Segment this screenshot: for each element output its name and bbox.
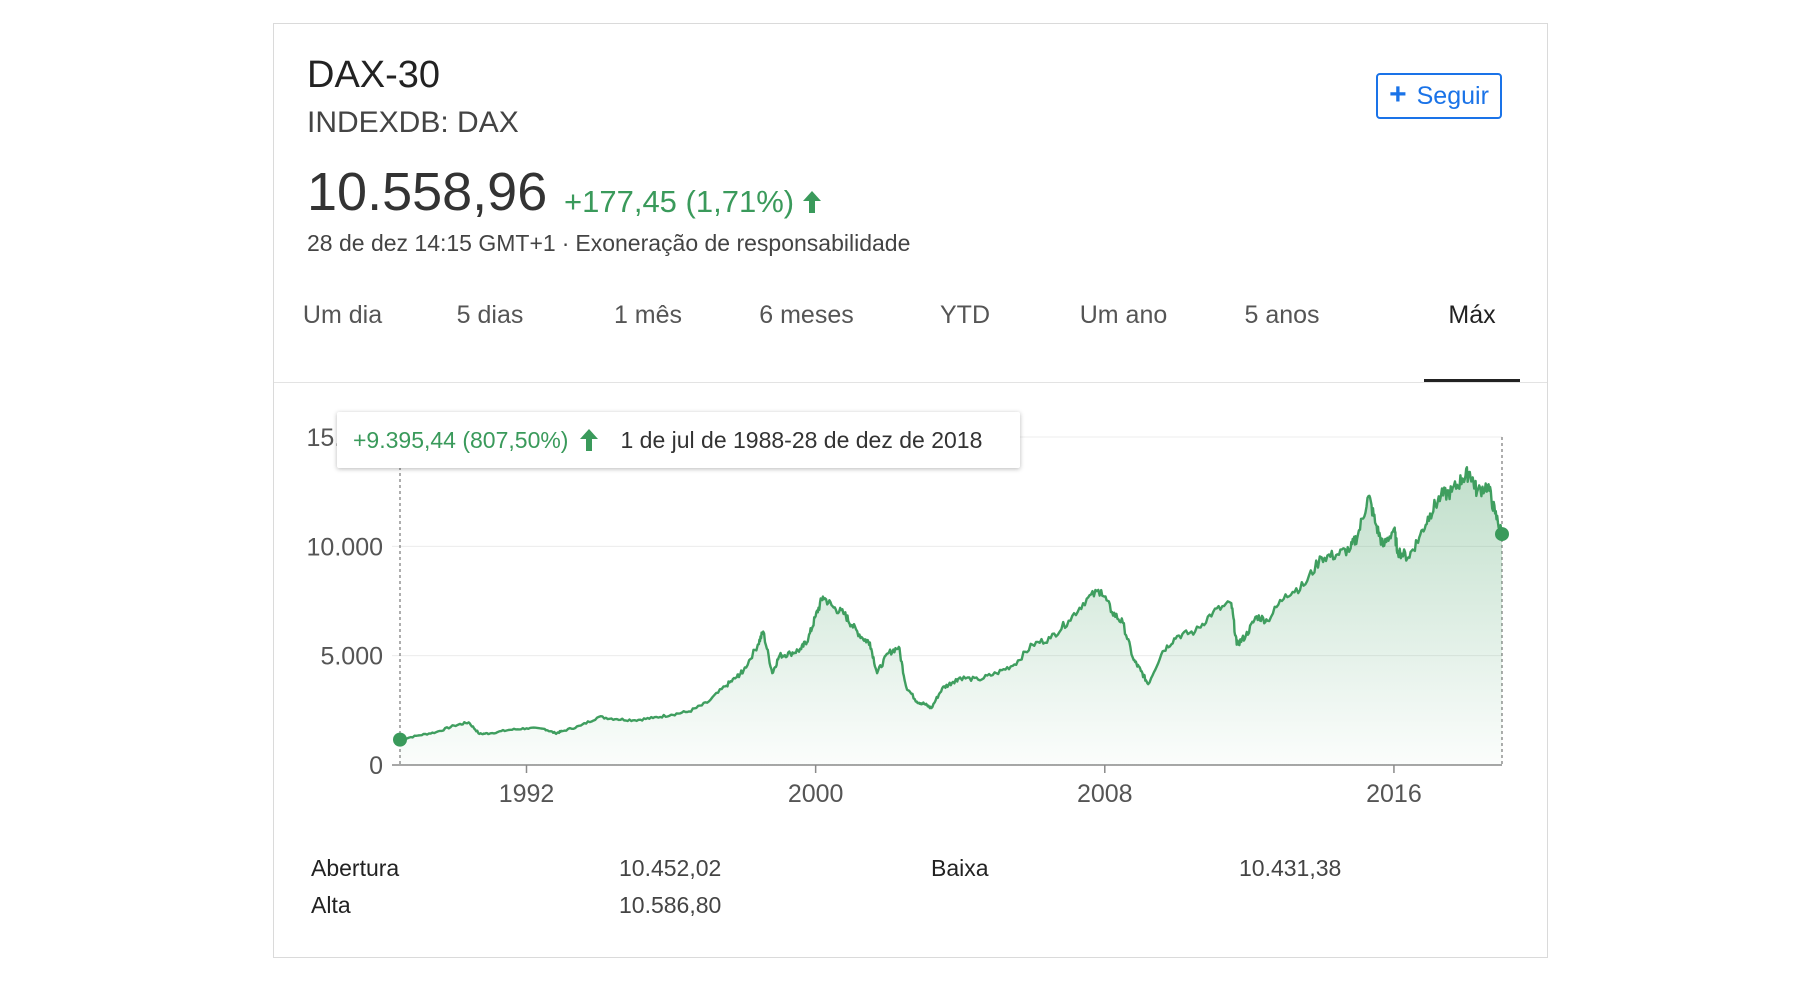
tab-5-years[interactable]: 5 anos xyxy=(1244,301,1320,329)
series-line xyxy=(399,466,1504,741)
stat-high-label: Alta xyxy=(311,892,351,918)
timestamp: 28 de dez 14:15 GMT+1 xyxy=(307,230,556,256)
range-tabs: Um dia 5 dias 1 mês 6 meses YTD Um ano 5… xyxy=(274,290,1547,383)
tab-5-days[interactable]: 5 dias xyxy=(456,301,524,329)
tooltip-range: 1 de jul de 1988-28 de dez de 2018 xyxy=(620,426,983,453)
stat-open-label: Abertura xyxy=(311,855,400,881)
x-tick-label: 2008 xyxy=(1077,780,1133,808)
y-tick-label: 5.000 xyxy=(320,643,383,671)
stat-open-value: 10.452,02 xyxy=(619,855,722,881)
index-name: DAX-30 xyxy=(307,54,441,96)
range-tooltip: +9.395,44 (807,50%) 1 de jul de 1988-28 … xyxy=(337,412,1020,468)
price-change: +177,45 (1,71%) xyxy=(564,184,822,220)
tab-max[interactable]: Máx xyxy=(1424,290,1520,382)
tab-6-months[interactable]: 6 meses xyxy=(759,301,854,329)
index-ticker: INDEXDB: DAX xyxy=(307,106,519,139)
y-tick-label: 10.000 xyxy=(307,533,383,561)
end-point xyxy=(1495,527,1509,542)
stat-high-value: 10.586,80 xyxy=(619,892,722,918)
x-tick-label: 2000 xyxy=(788,780,844,808)
stat-low-label: Baixa xyxy=(931,855,989,881)
stock-card: DAX-30 INDEXDB: DAX + Seguir 10.558,96 +… xyxy=(273,23,1548,958)
separator: · xyxy=(561,230,570,256)
series-area xyxy=(400,467,1502,765)
plus-icon: + xyxy=(1389,77,1407,111)
tab-1-month[interactable]: 1 mês xyxy=(613,301,683,329)
tooltip-change: +9.395,44 (807,50%) xyxy=(353,426,569,453)
disclaimer-link[interactable]: Exoneração de responsabilidade xyxy=(575,230,911,256)
arrow-up-icon xyxy=(803,191,822,213)
tab-1-day[interactable]: Um dia xyxy=(302,301,383,329)
follow-button[interactable]: + Seguir xyxy=(1376,73,1502,119)
tab-ytd[interactable]: YTD xyxy=(940,301,990,329)
stat-low-value: 10.431,38 xyxy=(1239,855,1342,881)
y-tick-label: 0 xyxy=(369,752,383,780)
price-change-value: +177,45 (1,71%) xyxy=(564,184,795,219)
x-tick-label: 1992 xyxy=(499,780,555,808)
arrow-up-icon xyxy=(578,428,600,452)
quote-meta: 28 de dez 14:15 GMT+1 · Exoneração de resp… xyxy=(307,230,910,257)
start-point xyxy=(393,732,407,747)
follow-label: Seguir xyxy=(1416,81,1489,110)
tab-1-year[interactable]: Um ano xyxy=(1079,301,1168,329)
current-price: 10.558,96 xyxy=(307,162,548,222)
x-tick-label: 2016 xyxy=(1366,780,1422,808)
